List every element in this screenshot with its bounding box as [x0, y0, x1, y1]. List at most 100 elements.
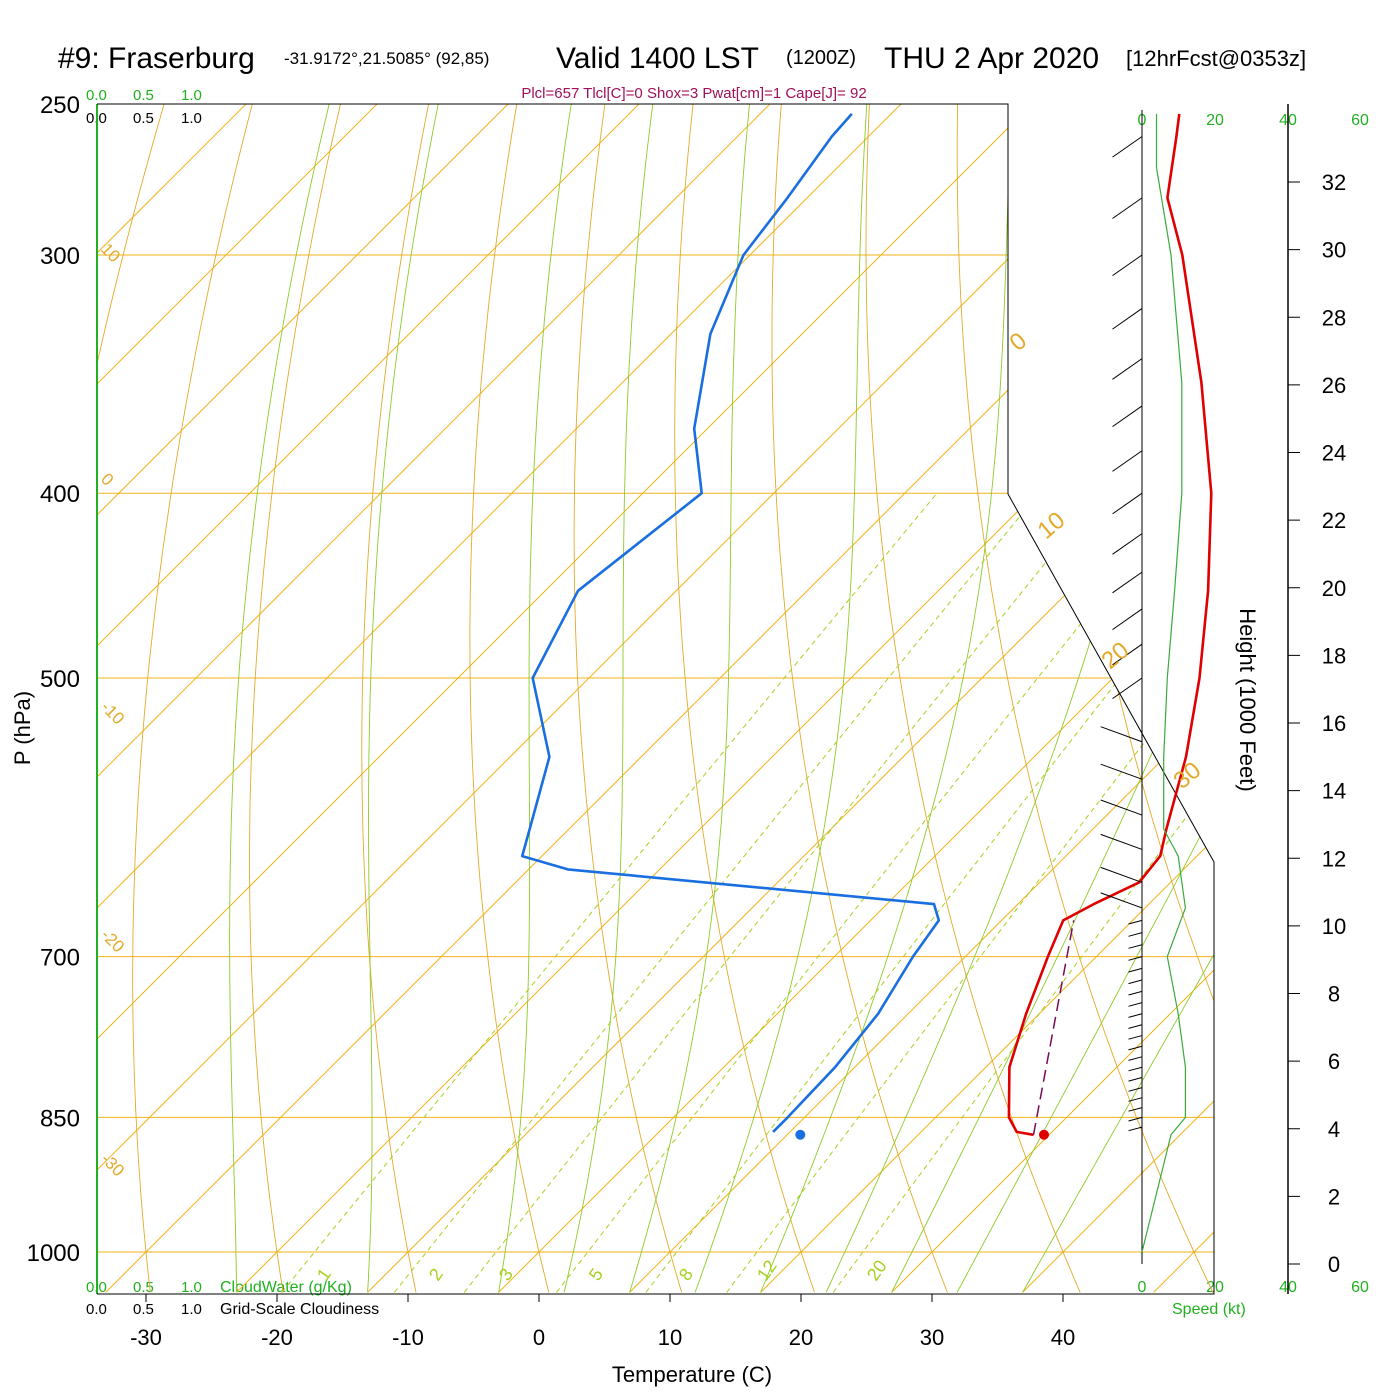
- dry-adiabat-line: [573, 104, 683, 1293]
- plot-border: [97, 103, 1215, 1295]
- isotherm-line: [629, 104, 1214, 1293]
- height-tick-label: 4: [1328, 1117, 1340, 1142]
- height-tick-label: 6: [1328, 1049, 1340, 1074]
- wind-barb: [1112, 308, 1143, 330]
- isotherm-line: [1153, 104, 1214, 1293]
- sounding-profiles: [520, 113, 1213, 1140]
- stability-indices: Plcl=657 Tlcl[C]=0 Shox=3 Pwat[cm]=1 Cap…: [521, 85, 866, 102]
- x-tick-label: -20: [261, 1325, 293, 1350]
- wind-barb: [1128, 967, 1143, 973]
- height-tick-label: 22: [1322, 508, 1346, 533]
- speed-axis-bottom-20: 20: [1206, 1279, 1224, 1296]
- wind-barb: [1100, 799, 1143, 816]
- mixing-ratio-label: 5: [585, 1265, 607, 1285]
- moist-adiabat-line: [694, 104, 868, 1293]
- moist-adiabat-line: [629, 104, 750, 1293]
- wind-barb: [1100, 726, 1143, 743]
- bottom-cloudiness-scale-1: 0.5: [133, 1301, 154, 1318]
- speed-axis-bottom-0: 0: [1138, 1279, 1147, 1296]
- bottom-cloudwater-scale-1: 0.5: [133, 1279, 154, 1296]
- height-tick-label: 8: [1328, 982, 1340, 1007]
- top-cloudwater-scale-0: 0.0: [86, 87, 107, 104]
- bottom-cloudiness-scale-2: 1.0: [181, 1301, 202, 1318]
- isotherm-line: [891, 104, 1214, 1293]
- wind-barb: [1100, 892, 1143, 909]
- dry-adiabat-line: [1132, 104, 1214, 1293]
- top-cloudiness-scale-1: 0.5: [133, 110, 154, 127]
- height-tick-label: 20: [1322, 576, 1346, 601]
- mixing-ratio-label: 20: [863, 1256, 891, 1284]
- bottom-cloudiness-scale-0: 0.0: [86, 1301, 107, 1318]
- wind-barb: [1100, 866, 1143, 883]
- x-tick-label: -10: [392, 1325, 424, 1350]
- dry-adiabat-line: [771, 104, 948, 1293]
- dry-adiabat-line: [865, 104, 1081, 1293]
- wind-barb: [1128, 979, 1143, 985]
- moist-adiabat-line: [956, 104, 1214, 1293]
- wind-barbs-panel: [1100, 113, 1187, 1253]
- height-axis-label: Height (1000 Feet): [1235, 608, 1260, 791]
- y-axis-label: P (hPa): [10, 691, 35, 765]
- isotherm-line: [105, 104, 1214, 1293]
- dry-adiabat-label: 10: [1033, 507, 1071, 545]
- parcel-path-line: [1032, 920, 1075, 1135]
- mixing-ratio-line: [556, 492, 1185, 1293]
- wind-barb: [1112, 571, 1143, 594]
- mixing-ratio-line: [832, 492, 1214, 1293]
- wind-barb: [1112, 358, 1143, 380]
- mixing-ratio-label: 12: [753, 1256, 781, 1284]
- wind-barb: [1128, 1126, 1143, 1132]
- wind-barb: [1128, 919, 1143, 925]
- wind-barb: [1128, 1002, 1143, 1007]
- wind-barb: [1128, 1116, 1143, 1122]
- wind-barb: [1128, 932, 1143, 937]
- height-tick-label: 0: [1328, 1252, 1340, 1277]
- x-tick-label: 40: [1051, 1325, 1075, 1350]
- dry-adiabat-line: [97, 104, 175, 1293]
- utc-time: (1200Z): [786, 47, 856, 69]
- wind-barb: [1128, 944, 1143, 949]
- isotherm-line: [236, 104, 1214, 1293]
- dry-adiabat-line: [469, 104, 550, 1293]
- dewpoint-line: [520, 113, 941, 1133]
- wind-barb: [1112, 254, 1143, 277]
- isotherm-line: [367, 104, 1214, 1293]
- height-tick-label: 28: [1322, 305, 1346, 330]
- height-tick-label: 32: [1322, 170, 1346, 195]
- moist-adiabat-line: [563, 104, 654, 1293]
- x-axis-label: Temperature (C): [612, 1362, 772, 1387]
- isotherm-line: [97, 104, 936, 1293]
- axis-tick-labels: -30 -20 -10 0 10 20 30 402503004005007008501000…: [27, 92, 1347, 1350]
- valid-time: Valid 1400 LST: [556, 42, 759, 75]
- moist-adiabat-line: [825, 104, 1186, 1293]
- height-tick-label: 12: [1322, 846, 1346, 871]
- dry-adiabat-label: 20: [1097, 637, 1135, 675]
- isotherm-line: [97, 104, 805, 1293]
- x-tick-label: 0: [533, 1325, 545, 1350]
- dry-adiabat-label: 0: [1005, 327, 1033, 356]
- moist-adiabat-line: [498, 104, 572, 1293]
- wind-barb: [1128, 1066, 1143, 1072]
- isotherm-line: [760, 104, 1214, 1293]
- cloudwater-label: CloudWater (g/Kg): [220, 1279, 352, 1296]
- forecast-info: [12hrFcst@0353z]: [1126, 46, 1306, 71]
- dry-adiabat-label: -20: [97, 925, 128, 956]
- pressure-tick-label: 400: [40, 481, 80, 508]
- pressure-tick-label: 300: [40, 243, 80, 270]
- x-tick-label: 10: [658, 1325, 682, 1350]
- plot-frame: [96, 103, 1289, 1295]
- wind-barb: [1128, 1097, 1143, 1102]
- wind-barb: [1128, 1013, 1143, 1018]
- height-tick-label: 30: [1322, 238, 1346, 263]
- wind-barb: [1112, 643, 1143, 666]
- isotherm-line: [97, 104, 674, 1293]
- x-tick-label: 30: [920, 1325, 944, 1350]
- dry-adiabat-label: 0: [97, 469, 117, 489]
- temperature-line: [1007, 113, 1213, 1137]
- wind-barb: [1112, 608, 1143, 631]
- wind-barb: [1112, 197, 1143, 219]
- dry-adiabat-label: -10: [97, 697, 128, 728]
- isotherm-line: [97, 104, 412, 1293]
- dry-adiabat-line: [361, 104, 436, 1293]
- mixing-ratio-line: [463, 492, 1102, 1293]
